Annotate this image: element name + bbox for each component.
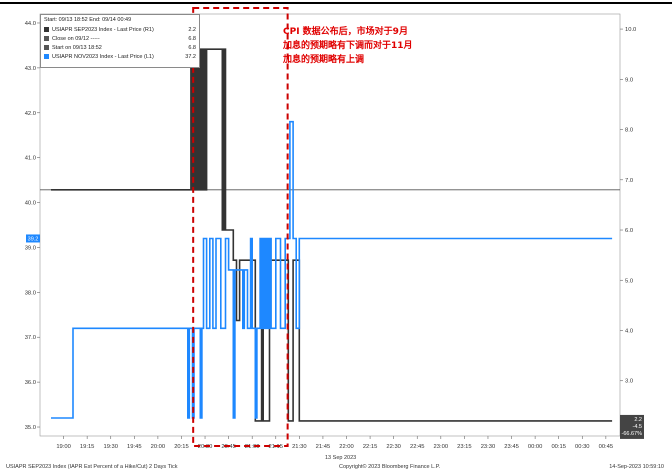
legend-swatch-start — [44, 45, 49, 51]
left-tick-label-3: 38.0 — [25, 290, 36, 296]
right-tick-label-5: 8.0 — [625, 128, 633, 134]
legend-swatch-sep — [44, 27, 49, 33]
legend-value-nov: 37.2 — [185, 54, 196, 60]
x-tick-label-8: 21:00 — [245, 444, 260, 450]
x-tick-label-17: 23:15 — [457, 444, 472, 450]
legend-item-sep: USIAPR SEP2023 Index - Last Price (R1) 2.… — [44, 26, 196, 34]
x-tick-label-2: 19:30 — [103, 444, 118, 450]
left-axis: 35.0 36.0 37.0 38.0 39.0 40.0 41.0 42.0 43.0 44.0 — [25, 21, 40, 431]
footer-copyright: Copyright© 2023 Bloomberg Finance L.P. — [339, 464, 441, 470]
legend-label-nov: USIAPR NOV2023 Index - Last Price (L1) — [52, 54, 154, 60]
current-value-tags: 39.2 2.2-4.5-66.67% — [26, 234, 644, 439]
right-tick-label-3: 6.0 — [625, 228, 633, 234]
x-tick-label-13: 22:15 — [363, 444, 378, 450]
legend: Start: 09/13 18:52 End: 09/14 00:49 USIA… — [40, 14, 200, 68]
right-axis: 3.0 4.0 5.0 6.0 7.0 8.0 9.0 10.0 — [620, 27, 636, 385]
x-tick-label-16: 23:00 — [434, 444, 449, 450]
legend-value-start: 6.8 — [188, 45, 196, 51]
x-tick-label-15: 22:45 — [410, 444, 425, 450]
series-line-1 — [51, 120, 613, 419]
legend-value-close: 6.8 — [188, 36, 196, 42]
legend-item-start: Start on 09/13 18:52 6.8 — [44, 44, 196, 52]
left-tick-label-4: 39.0 — [25, 245, 36, 251]
x-date-label: 13 Sep 2023 — [325, 455, 357, 461]
legend-header: Start: 09/13 18:52 End: 09/14 00:49 — [44, 17, 132, 23]
x-tick-label-22: 00:30 — [575, 444, 590, 450]
right-current-label-0: 2.2 — [634, 417, 642, 423]
right-tick-label-2: 5.0 — [625, 278, 633, 284]
left-tick-label-2: 37.0 — [25, 335, 36, 341]
left-tick-label-0: 35.0 — [25, 425, 36, 431]
right-tick-label-7: 10.0 — [625, 27, 636, 33]
x-tick-label-10: 21:30 — [292, 444, 307, 450]
right-current-label-1: -4.5 — [633, 424, 642, 430]
x-tick-label-4: 20:00 — [151, 444, 166, 450]
left-current-label: 39.2 — [28, 236, 39, 242]
right-tick-label-4: 7.0 — [625, 178, 633, 184]
legend-label-start: Start on 09/13 18:52 — [52, 45, 102, 51]
legend-swatch-close — [44, 36, 49, 42]
left-tick-label-7: 42.0 — [25, 111, 36, 117]
legend-label-close: Close on 09/12 ----- — [52, 36, 100, 42]
left-tick-label-9: 44.0 — [25, 21, 36, 27]
series-layer — [51, 48, 613, 422]
x-tick-label-19: 23:45 — [504, 444, 519, 450]
footer-left: USIAPR SEP2023 Index (IAPR Est Percent o… — [6, 464, 178, 470]
left-tick-label-1: 36.0 — [25, 380, 36, 386]
x-tick-label-1: 19:15 — [80, 444, 95, 450]
left-tick-label-6: 41.0 — [25, 156, 36, 162]
x-tick-label-12: 22:00 — [339, 444, 354, 450]
legend-swatch-nov — [44, 54, 49, 60]
x-tick-label-21: 00:15 — [551, 444, 566, 450]
x-tick-label-11: 21:45 — [316, 444, 331, 450]
right-current-tag — [620, 414, 644, 439]
legend-item-close: Close on 09/12 ----- 6.8 — [44, 35, 196, 43]
left-tick-label-8: 43.0 — [25, 66, 36, 72]
legend-value-sep: 2.2 — [188, 27, 196, 33]
x-tick-label-20: 00:00 — [528, 444, 543, 450]
cpi-annotation: CPI 数据公布后，市场对于9月加息的预期略有下调而对于11月加息的预期略有上调 — [283, 27, 413, 65]
left-current-tag — [26, 234, 40, 243]
x-tick-label-3: 19:45 — [127, 444, 142, 450]
x-tick-label-18: 23:30 — [481, 444, 496, 450]
highlight-region — [192, 7, 289, 447]
footer-timestamp: 14-Sep-2023 10:59:10 — [609, 464, 664, 470]
x-tick-label-5: 20:15 — [174, 444, 189, 450]
left-tick-label-5: 40.0 — [25, 201, 36, 207]
right-tick-label-0: 3.0 — [625, 379, 633, 385]
x-tick-label-14: 22:30 — [386, 444, 401, 450]
plot-area — [39, 13, 621, 437]
legend-item-nov: USIAPR NOV2023 Index - Last Price (L1) 37… — [44, 53, 196, 61]
right-tick-label-1: 4.0 — [625, 329, 633, 335]
right-tick-label-6: 9.0 — [625, 77, 633, 83]
x-tick-label-0: 19:00 — [56, 444, 71, 450]
right-current-label-2: -66.67% — [622, 431, 643, 437]
legend-label-sep: USIAPR SEP2023 Index - Last Price (R1) — [52, 27, 154, 33]
x-tick-label-23: 00:45 — [599, 444, 614, 450]
